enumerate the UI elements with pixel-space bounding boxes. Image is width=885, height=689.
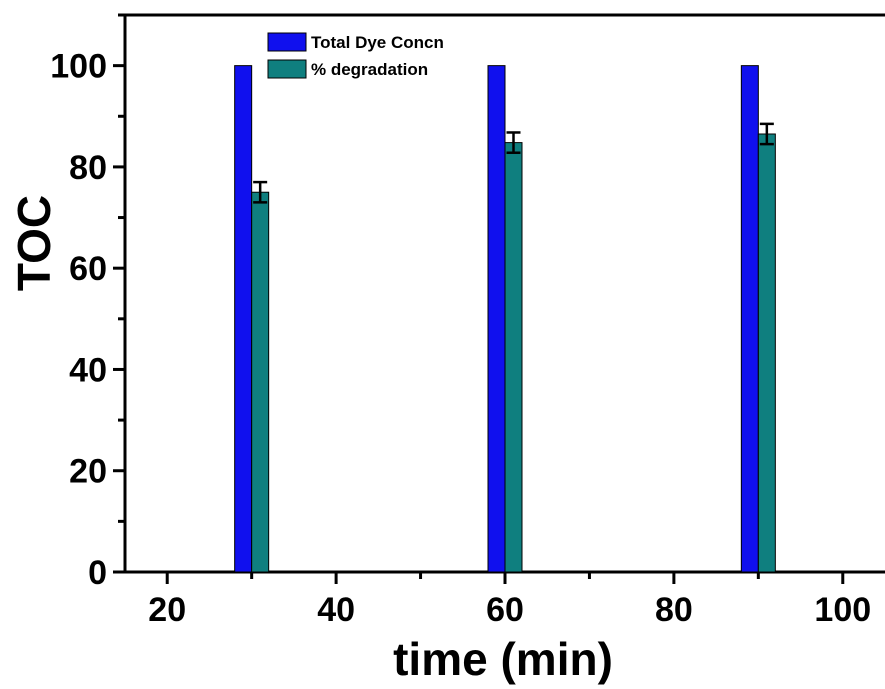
- x-tick-label: 20: [148, 591, 186, 629]
- y-tick-label: 0: [88, 554, 107, 592]
- y-axis-title: TOC: [8, 195, 60, 291]
- x-tick-label: 60: [486, 591, 524, 629]
- bar: [504, 142, 523, 573]
- bar: [234, 65, 253, 573]
- y-tick-label: 100: [50, 48, 107, 86]
- x-tick-label: 80: [655, 591, 693, 629]
- bar: [757, 133, 776, 573]
- x-axis-title: time (min): [393, 633, 613, 685]
- legend-swatch: [267, 59, 307, 79]
- bar: [251, 191, 270, 573]
- x-axis: 20 40 60 80 100: [148, 572, 871, 629]
- bar: [740, 65, 759, 573]
- y-axis: 0 20 40 60 80 100: [50, 13, 125, 592]
- x-tick-label: 40: [317, 591, 355, 629]
- y-tick-label: 20: [69, 453, 107, 491]
- error-bars: [253, 122, 774, 204]
- y-tick-label: 40: [69, 351, 107, 389]
- bars: [234, 65, 776, 573]
- legend-label: % degradation: [311, 60, 428, 79]
- x-tick-label: 100: [814, 591, 871, 629]
- bar: [487, 65, 506, 573]
- legend-label: Total Dye Concn: [311, 33, 444, 52]
- y-tick-label: 60: [69, 250, 107, 288]
- y-tick-label: 80: [69, 149, 107, 187]
- legend: Total Dye Concn % degradation: [267, 32, 444, 79]
- legend-swatch: [267, 32, 307, 52]
